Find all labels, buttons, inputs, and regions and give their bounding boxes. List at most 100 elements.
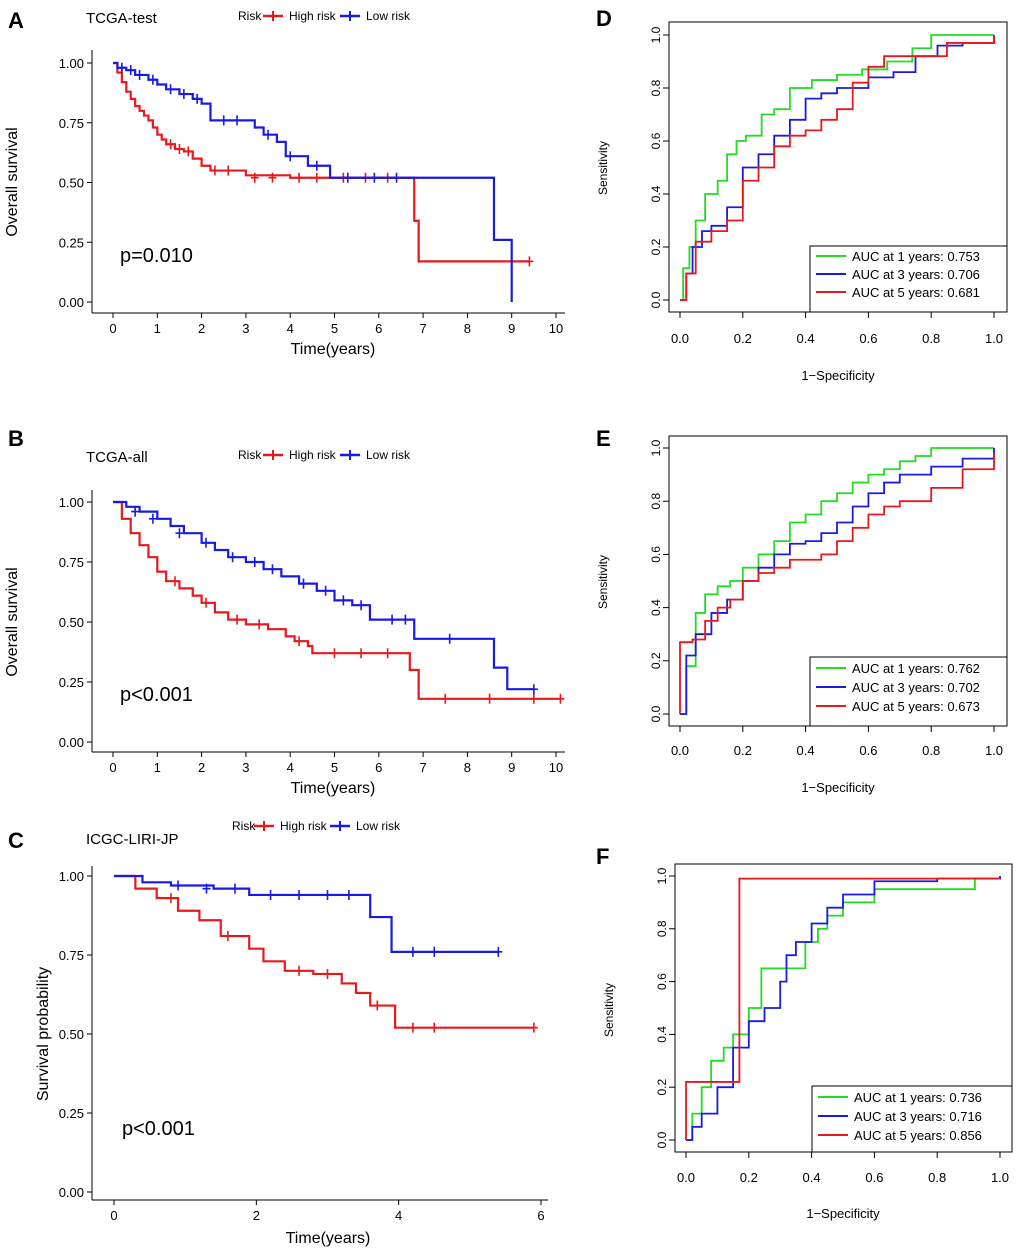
- y-tick-label: 0.75: [59, 116, 84, 131]
- censor-mark: [250, 557, 259, 567]
- censor-mark: [202, 537, 211, 548]
- censor-mark: [268, 564, 277, 575]
- y-tick-label: 0.4: [649, 599, 663, 616]
- censor-mark: [166, 139, 175, 150]
- censor-mark: [445, 633, 454, 644]
- censor-mark: [383, 648, 392, 659]
- p-value: p=0.010: [120, 245, 193, 267]
- censor-mark: [210, 165, 219, 176]
- y-axis-label: Overall survival: [4, 127, 21, 236]
- x-tick-label: 1.0: [991, 1170, 1009, 1185]
- x-tick-label: 0.0: [671, 331, 689, 346]
- censor-mark: [388, 614, 397, 625]
- censor-mark: [233, 614, 242, 625]
- y-tick-label: 1.0: [649, 439, 663, 456]
- panel-a: A 0.00 0.25 0.50 0.75 1.00 0 1 2 3 4 5 6 7 8 9 10 Time(ye…: [4, 8, 565, 358]
- censor-mark: [166, 84, 175, 95]
- y-tick-label: 0.00: [59, 735, 84, 750]
- y-tick-label: 0.6: [649, 546, 663, 563]
- x-axis-label: Time(years): [291, 341, 376, 358]
- censor-mark: [370, 172, 379, 183]
- x-tick-label: 0: [110, 1208, 117, 1223]
- censor-mark: [525, 256, 534, 267]
- censor-mark: [135, 69, 144, 80]
- x-tick-label: 5: [331, 321, 338, 336]
- panel-f: F 0.0 0.2 0.4 0.6 0.8 1.0 0.0 0.2 0.4 0.6 0.8 1.0 1−S…: [596, 844, 1013, 1221]
- y-tick-label: 0.2: [649, 652, 663, 669]
- x-tick-label: 1.0: [985, 743, 1003, 758]
- censor-mark: [344, 889, 353, 900]
- legend-label: High risk: [289, 448, 337, 462]
- censor-mark: [295, 172, 304, 183]
- censor-mark: [223, 931, 232, 942]
- y-axis-label: Sensitivity: [596, 555, 610, 609]
- y-axis-label: Survival probability: [35, 967, 52, 1101]
- legend-label: AUC at 3 years: 0.702: [852, 680, 980, 695]
- roc-curve-5y: [679, 453, 995, 714]
- censor-mark: [401, 614, 410, 625]
- censor-mark: [494, 946, 503, 957]
- y-tick-label: 0.25: [59, 1106, 84, 1121]
- roc-curve-1y: [680, 34, 994, 301]
- censor-mark: [250, 172, 259, 183]
- y-tick-label: 1.0: [655, 867, 669, 884]
- roc-curve-5y: [685, 877, 1000, 1140]
- censor-mark: [202, 883, 211, 894]
- censor-mark: [202, 597, 211, 608]
- p-value: p<0.001: [120, 684, 193, 706]
- censor-mark: [357, 648, 366, 659]
- legend-label: AUC at 1 years: 0.753: [852, 249, 980, 264]
- censor-mark: [148, 74, 157, 85]
- x-tick-label: 1.0: [985, 331, 1003, 346]
- censor-mark: [224, 165, 233, 176]
- x-tick-label: 2: [198, 760, 205, 775]
- x-tick-label: 5: [331, 760, 338, 775]
- x-axis-label: 1−Specificity: [801, 368, 875, 383]
- legend-label: Low risk: [366, 9, 411, 23]
- panel-c: C 0.00 0.25 0.50 0.75 1.00 0 2 4 6 Time(years) Surv…: [8, 819, 548, 1247]
- x-tick-label: 10: [549, 760, 563, 775]
- x-tick-label: 6: [537, 1208, 544, 1223]
- x-tick-label: 0.2: [740, 1170, 758, 1185]
- x-tick-label: 8: [464, 321, 471, 336]
- censor-mark: [323, 968, 332, 979]
- x-tick-label: 4: [395, 1208, 402, 1223]
- x-tick-label: 9: [508, 760, 515, 775]
- legend-label: AUC at 5 years: 0.673: [852, 699, 980, 714]
- censor-mark: [529, 684, 538, 695]
- censor-mark: [126, 65, 135, 76]
- legend: AUC at 1 years: 0.736 AUC at 3 years: 0.7…: [811, 1085, 1013, 1153]
- x-tick-label: 1: [154, 760, 161, 775]
- x-tick-label: 0.8: [922, 743, 940, 758]
- x-tick-label: 4: [287, 760, 294, 775]
- legend-label: AUC at 5 years: 0.856: [854, 1128, 982, 1143]
- x-tick-label: 0.0: [671, 743, 689, 758]
- legend-label: AUC at 3 years: 0.706: [852, 267, 980, 282]
- legend-label: AUC at 1 years: 0.762: [852, 661, 980, 676]
- censor-mark: [312, 160, 321, 171]
- y-tick-label: 0.00: [59, 1185, 84, 1200]
- x-tick-label: 7: [419, 321, 426, 336]
- y-tick-label: 1.0: [649, 26, 663, 43]
- x-tick-label: 3: [242, 760, 249, 775]
- survival-curve-low-risk: [114, 874, 499, 953]
- survival-curve-low-risk: [113, 500, 534, 691]
- legend: AUC at 1 years: 0.753 AUC at 3 years: 0.7…: [809, 245, 1008, 313]
- panel-d: D 0.0 0.2 0.4 0.6 0.8 1.0 0.0 0.2 0.4 0.6 0.8 1.0 1−S…: [596, 6, 1008, 383]
- censor-mark: [299, 578, 308, 589]
- censor-mark: [286, 151, 295, 162]
- x-tick-label: 7: [419, 760, 426, 775]
- y-tick-label: 0.6: [649, 132, 663, 149]
- x-tick-label: 4: [287, 321, 294, 336]
- chart-title: TCGA-test: [86, 10, 158, 27]
- y-tick-label: 0.25: [59, 675, 84, 690]
- x-tick-label: 6: [375, 321, 382, 336]
- legend-label: High risk: [289, 9, 337, 23]
- x-tick-label: 8: [464, 760, 471, 775]
- y-axis-label: Sensitivity: [596, 141, 610, 195]
- panel-letter: B: [8, 426, 24, 451]
- survival-curve-high-risk: [113, 500, 561, 700]
- panel-b: B 0.00 0.25 0.50 0.75 1.00 0 1 2 3 4 5 6 7 8 9 10 Time(ye…: [4, 426, 565, 797]
- x-tick-label: 3: [242, 321, 249, 336]
